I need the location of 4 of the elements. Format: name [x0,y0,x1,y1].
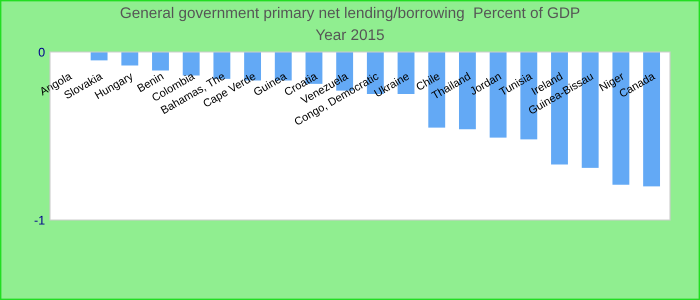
chart-subtitle: Year 2015 [316,29,384,40]
y-tick-label: 0 [38,48,45,57]
chart-title: General government primary net lending/borrowing Percent of GDP [120,6,580,22]
y-tick-label: -1 [34,216,45,225]
